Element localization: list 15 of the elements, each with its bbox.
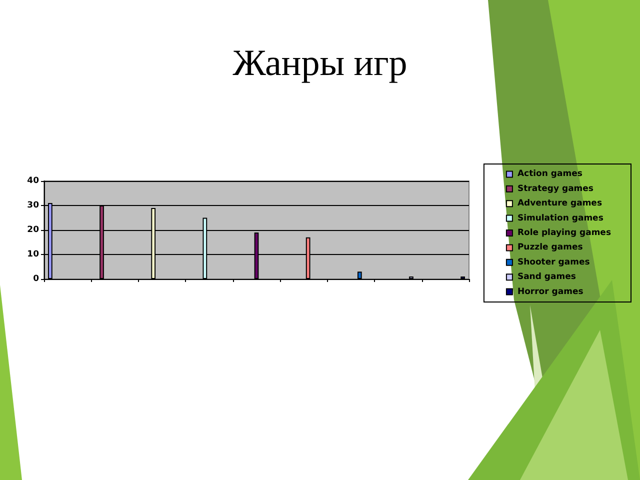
legend-label: Shooter games [517, 257, 590, 268]
legend-label: Puzzle games [517, 242, 583, 253]
legend-label: Simulation games [517, 213, 604, 224]
y-tick-label: 10 [27, 250, 40, 260]
y-tick-label: 30 [27, 200, 40, 210]
legend-label: Sand games [517, 272, 576, 282]
chart-title: Жанры игр [232, 43, 408, 84]
legend-label: Action games [517, 169, 582, 180]
legend-label: Adventure games [517, 198, 602, 209]
y-tick-label: 20 [27, 225, 40, 235]
y-tick-label: 40 [27, 176, 40, 186]
legend-label: Horror games [517, 286, 584, 297]
legend-label: Role playing games [517, 228, 611, 238]
legend-label: Strategy games [517, 184, 594, 194]
y-tick-label: 0 [33, 274, 40, 284]
